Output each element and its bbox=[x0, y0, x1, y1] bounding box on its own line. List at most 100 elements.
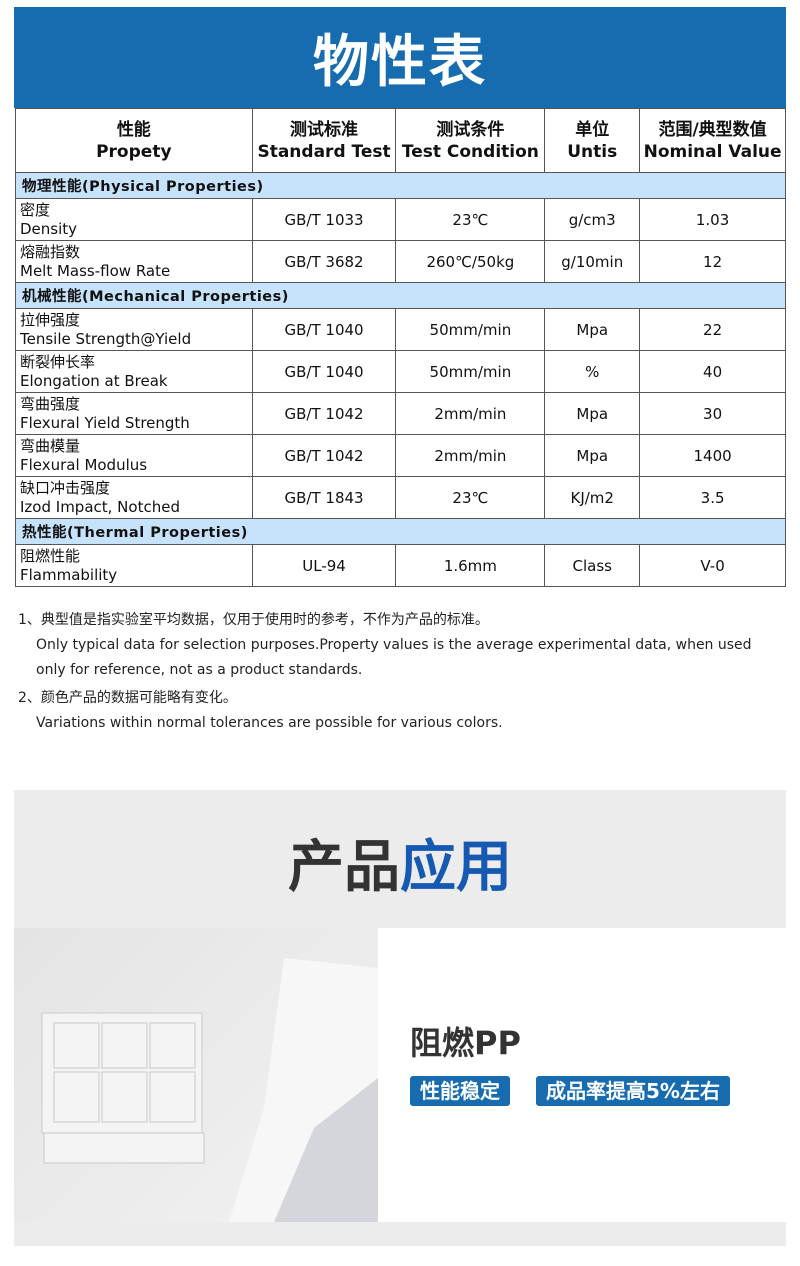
standard-cell: GB/T 1042 bbox=[251, 434, 397, 477]
property-cell: 缺口冲击强度 Izod Impact, Notched bbox=[15, 476, 253, 519]
standard-cell: GB/T 1843 bbox=[251, 476, 397, 519]
product-photo bbox=[14, 928, 378, 1222]
table-row: 弯曲强度 Flexural Yield Strength GB/T 1042 2mm/… bbox=[15, 392, 786, 435]
header-cn: 测试条件 bbox=[436, 119, 505, 140]
property-cell: 拉伸强度 Tensile Strength@Yield bbox=[15, 308, 253, 351]
header-en: Standard Test bbox=[257, 141, 391, 162]
table-row: 熔融指数 Melt Mass-flow Rate GB/T 3682 260℃/50k… bbox=[15, 240, 786, 283]
connector-housing-image bbox=[41, 958, 378, 1222]
property-cn: 弯曲模量 bbox=[20, 436, 81, 455]
table-row: 弯曲模量 Flexural Modulus GB/T 1042 2mm/min Mpa 1… bbox=[15, 434, 786, 477]
property-en: Flammability bbox=[20, 565, 118, 584]
property-cn: 缺口冲击强度 bbox=[20, 478, 111, 497]
unit-cell: Class bbox=[544, 544, 641, 587]
condition-cell: 23℃ bbox=[395, 198, 546, 241]
property-en: Density bbox=[20, 219, 78, 238]
table-row: 断裂伸长率 Elongation at Break GB/T 1040 50mm/mi… bbox=[15, 350, 786, 393]
title-blue: 应用 bbox=[400, 835, 512, 900]
unit-cell: Mpa bbox=[544, 434, 641, 477]
note-1-cn: 1、典型值是指实验室平均数据，仅用于使用时的参考，不作为产品的标准。 bbox=[18, 612, 489, 628]
value-cell: V-0 bbox=[639, 544, 786, 587]
condition-cell: 50mm/min bbox=[395, 350, 546, 393]
property-cn: 弯曲强度 bbox=[20, 394, 81, 413]
unit-cell: g/cm3 bbox=[544, 198, 641, 241]
header-en: Nominal Value bbox=[643, 141, 782, 162]
unit-cell: KJ/m2 bbox=[544, 476, 641, 519]
property-en: Flexural Modulus bbox=[20, 455, 148, 474]
column-header: 测试标准 Standard Test bbox=[251, 108, 397, 173]
unit-cell: Mpa bbox=[544, 392, 641, 435]
condition-cell: 50mm/min bbox=[395, 308, 546, 351]
value-cell: 3.5 bbox=[639, 476, 786, 519]
section-row: 物理性能(Physical Properties) bbox=[15, 172, 786, 199]
property-en: Tensile Strength@Yield bbox=[20, 329, 192, 348]
header-cn: 范围/典型数值 bbox=[658, 119, 767, 140]
header-en: Untis bbox=[567, 141, 618, 162]
property-cn: 阻燃性能 bbox=[20, 546, 81, 565]
header-cn: 性能 bbox=[116, 119, 151, 140]
property-en: Flexural Yield Strength bbox=[20, 413, 190, 432]
section-row: 机械性能(Mechanical Properties) bbox=[15, 282, 786, 309]
property-cell: 密度 Density bbox=[15, 198, 253, 241]
property-cn: 断裂伸长率 bbox=[20, 352, 96, 371]
standard-cell: GB/T 3682 bbox=[251, 240, 397, 283]
note-2-en: Variations within normal tolerances are … bbox=[36, 715, 503, 731]
unit-cell: % bbox=[544, 350, 641, 393]
property-cell: 阻燃性能 Flammability bbox=[15, 544, 253, 587]
column-header: 测试条件 Test Condition bbox=[395, 108, 546, 173]
standard-cell: GB/T 1040 bbox=[251, 350, 397, 393]
standard-cell: GB/T 1033 bbox=[251, 198, 397, 241]
header-cn: 单位 bbox=[575, 119, 610, 140]
product-info-panel: 阻燃PP 性能稳定 成品率提高5%左右 bbox=[378, 928, 786, 1222]
property-en: Melt Mass-flow Rate bbox=[20, 261, 171, 280]
unit-cell: g/10min bbox=[544, 240, 641, 283]
notes: 1、典型值是指实验室平均数据，仅用于使用时的参考，不作为产品的标准。 Only … bbox=[18, 608, 778, 736]
table-row: 拉伸强度 Tensile Strength@Yield GB/T 1040 50mm/… bbox=[15, 308, 786, 351]
property-cell: 断裂伸长率 Elongation at Break bbox=[15, 350, 253, 393]
property-en: Elongation at Break bbox=[20, 371, 168, 390]
header-cn: 测试标准 bbox=[290, 119, 359, 140]
section-title: 热性能(Thermal Properties) bbox=[15, 518, 786, 545]
table-row: 阻燃性能 Flammability UL-94 1.6mm Class V-0 bbox=[15, 544, 786, 587]
table-row: 密度 Density GB/T 1033 23℃ g/cm3 1.03 bbox=[15, 198, 786, 241]
condition-cell: 23℃ bbox=[395, 476, 546, 519]
title-dark: 产品 bbox=[288, 835, 400, 900]
table-row: 缺口冲击强度 Izod Impact, Notched GB/T 1843 23℃ KJ… bbox=[15, 476, 786, 519]
header-en: Propety bbox=[96, 141, 172, 162]
value-cell: 12 bbox=[639, 240, 786, 283]
property-cell: 弯曲模量 Flexural Modulus bbox=[15, 434, 253, 477]
value-cell: 1.03 bbox=[639, 198, 786, 241]
product-name: 阻燃PP bbox=[410, 1024, 521, 1062]
value-cell: 30 bbox=[639, 392, 786, 435]
column-header: 单位 Untis bbox=[544, 108, 641, 173]
column-header: 性能 Propety bbox=[15, 108, 253, 173]
tag-yield-improvement: 成品率提高5%左右 bbox=[536, 1076, 730, 1106]
condition-cell: 260℃/50kg bbox=[395, 240, 546, 283]
tag-stable-performance: 性能稳定 bbox=[410, 1076, 510, 1106]
section-row: 热性能(Thermal Properties) bbox=[15, 518, 786, 545]
note-1-en: Only typical data for selection purposes… bbox=[36, 637, 752, 678]
page-title: 物性表 bbox=[313, 30, 487, 95]
title-banner: 物性表 bbox=[14, 7, 786, 108]
property-cn: 拉伸强度 bbox=[20, 310, 81, 329]
property-cn: 密度 bbox=[20, 200, 51, 219]
section-title: 机械性能(Mechanical Properties) bbox=[15, 282, 786, 309]
value-cell: 22 bbox=[639, 308, 786, 351]
value-cell: 1400 bbox=[639, 434, 786, 477]
standard-cell: UL-94 bbox=[251, 544, 397, 587]
properties-table: 性能 Propety 测试标准 Standard Test 测试条件 Test Condi… bbox=[15, 108, 786, 587]
column-header: 范围/典型数值 Nominal Value bbox=[639, 108, 786, 173]
product-application-section: 产品应用 阻燃PP 性能稳定 成品率提高5%左右 bbox=[14, 790, 786, 1246]
property-cell: 熔融指数 Melt Mass-flow Rate bbox=[15, 240, 253, 283]
condition-cell: 2mm/min bbox=[395, 434, 546, 477]
note-2-cn: 2、颜色产品的数据可能略有变化。 bbox=[18, 690, 237, 706]
property-cn: 熔融指数 bbox=[20, 242, 81, 261]
property-en: Izod Impact, Notched bbox=[20, 497, 180, 516]
header-en: Test Condition bbox=[401, 141, 539, 162]
section-title: 物理性能(Physical Properties) bbox=[15, 172, 786, 199]
value-cell: 40 bbox=[639, 350, 786, 393]
standard-cell: GB/T 1040 bbox=[251, 308, 397, 351]
property-cell: 弯曲强度 Flexural Yield Strength bbox=[15, 392, 253, 435]
condition-cell: 1.6mm bbox=[395, 544, 546, 587]
unit-cell: Mpa bbox=[544, 308, 641, 351]
